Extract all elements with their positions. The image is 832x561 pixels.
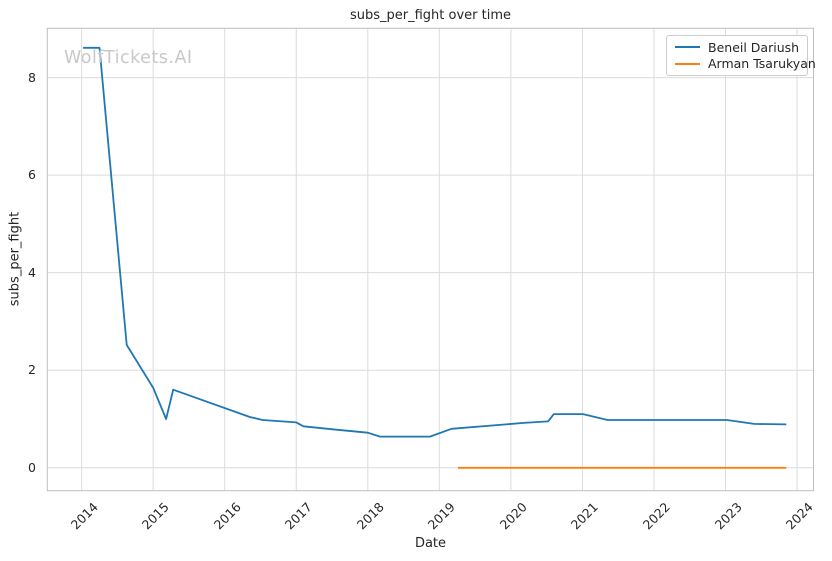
y-axis-label: subs_per_fight: [7, 211, 23, 307]
legend-item: Beneil Dariush: [675, 39, 799, 55]
series-line-beneil-dariush: [83, 46, 787, 438]
axes-border: [46, 27, 815, 492]
legend-label: Beneil Dariush: [708, 39, 800, 55]
y-tick-label: 6: [28, 167, 36, 183]
x-axis-label: Date: [414, 536, 447, 551]
y-tick-label: 2: [28, 362, 36, 378]
legend-line-sample-icon: [675, 46, 700, 49]
watermark: WolfTickets.AI: [64, 48, 193, 68]
y-tick-label: 0: [28, 459, 36, 475]
legend: Beneil Dariush Arman Tsarukyan: [666, 35, 816, 76]
legend-label: Arman Tsarukyan: [708, 56, 816, 72]
y-tick-label: 4: [28, 264, 36, 280]
y-tick-label: 8: [28, 69, 36, 85]
legend-item: Arman Tsarukyan: [675, 56, 816, 72]
legend-line-sample-icon: [675, 62, 700, 65]
chart-title: subs_per_fight over time: [349, 8, 512, 23]
